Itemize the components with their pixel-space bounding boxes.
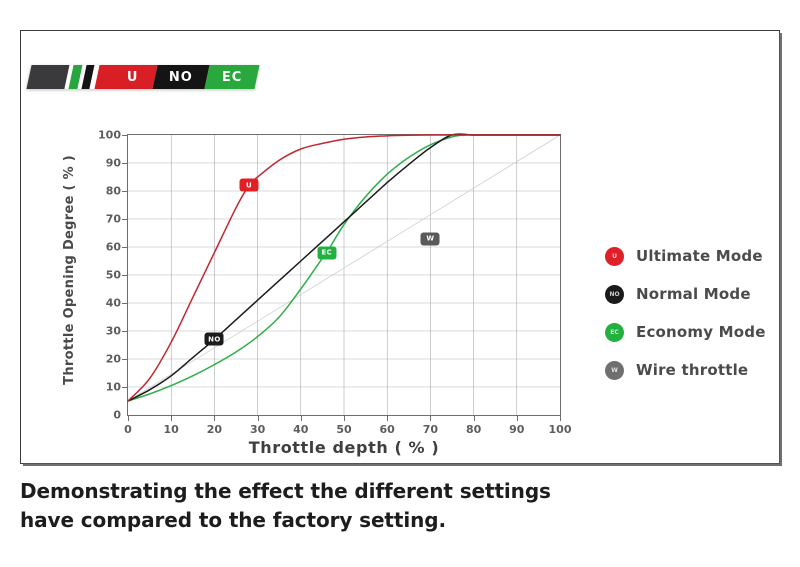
x-tick-label: 80: [465, 423, 482, 436]
x-tick-mark: [257, 415, 259, 421]
banner-text-black2: NO: [169, 69, 193, 85]
y-tick-label: 10: [105, 380, 121, 394]
legend-marker-economy-icon: EC: [605, 322, 624, 342]
y-tick-label: 60: [105, 240, 121, 254]
legend-label-ultimate: Ultimate Mode: [636, 247, 763, 265]
y-tick-mark: [122, 191, 128, 192]
chart-legend: U Ultimate Mode NO Normal Mode EC Economy Mod…: [605, 237, 785, 389]
curve-badge-no: NO: [204, 332, 224, 346]
x-tick-mark: [344, 415, 345, 421]
x-tick-label: 0: [124, 423, 132, 436]
legend-item-economy[interactable]: EC Economy Mode: [605, 313, 785, 351]
x-tick-label: 100: [548, 423, 572, 436]
banner-text-red: U: [127, 69, 139, 85]
y-tick-mark: [122, 163, 128, 164]
x-tick-label: 20: [206, 423, 223, 436]
x-tick-label: 40: [293, 423, 309, 436]
series-line-ultimate-mode: [128, 135, 560, 401]
banner-segment-black2: NO: [152, 65, 210, 89]
legend-marker-ultimate-icon: U: [605, 246, 624, 266]
legend-label-economy: Economy Mode: [636, 323, 766, 341]
x-axis-title: Throttle depth ( % ): [248, 438, 440, 457]
legend-marker-wire-icon: W: [605, 360, 624, 380]
y-tick-label: 50: [105, 268, 121, 282]
y-tick-label: 80: [105, 184, 121, 198]
y-tick-mark: [122, 387, 128, 388]
brand-banner: U NO EC: [26, 65, 260, 89]
y-tick-mark: [122, 247, 128, 248]
legend-label-wire: Wire throttle: [636, 361, 749, 379]
banner-text-green2: EC: [221, 69, 243, 85]
x-tick-label: 30: [249, 423, 266, 436]
x-tick-mark: [387, 415, 389, 421]
curve-badge-ec: EC: [317, 246, 337, 260]
y-tick-label: 30: [105, 324, 121, 338]
y-tick-label: 90: [105, 156, 121, 170]
figure-card: U NO EC Throttle Opening Degree ( % ) 0 10 2…: [20, 30, 782, 466]
banner-segment-dark: [26, 65, 70, 89]
x-tick-mark: [473, 415, 475, 421]
y-tick-mark: [122, 135, 128, 136]
y-tick-mark: [122, 219, 128, 220]
y-tick-label: 0: [113, 408, 121, 422]
x-tick-label: 70: [422, 423, 439, 436]
x-tick-mark: [171, 415, 173, 421]
x-tick-label: 90: [509, 423, 525, 436]
y-axis-title-label: Throttle Opening Degree ( % ): [61, 155, 77, 385]
x-tick-label: 50: [336, 423, 352, 436]
legend-label-normal: Normal Mode: [636, 285, 751, 303]
x-tick-mark: [128, 415, 129, 421]
x-tick-label: 10: [163, 423, 179, 436]
y-tick-label: 20: [105, 352, 121, 366]
y-tick-mark: [122, 331, 128, 332]
y-tick-label: 40: [105, 296, 121, 310]
series-lines: [128, 135, 560, 415]
curve-badge-u: U: [239, 178, 259, 192]
x-tick-mark: [300, 415, 302, 421]
banner-segment-red: U: [94, 65, 158, 89]
y-tick-label: 100: [98, 128, 121, 142]
legend-item-wire[interactable]: W Wire throttle: [605, 351, 785, 389]
figure-caption: Demonstrating the effect the different s…: [20, 477, 620, 535]
x-tick-mark: [516, 415, 518, 421]
caption-line-1: Demonstrating the effect the different s…: [20, 479, 551, 503]
banner-segment-green2: EC: [204, 65, 260, 89]
y-tick-mark: [122, 359, 128, 360]
y-tick-mark: [122, 303, 128, 304]
x-tick-mark: [214, 415, 216, 421]
curve-badge-w: W: [420, 232, 440, 246]
x-tick-mark: [560, 415, 561, 421]
plot-area: 0 10 20 30 40 50 60 70 80 90 100 0 10 20 30 40 50 60 70 80 9…: [98, 129, 571, 437]
y-tick-label: 70: [105, 212, 121, 226]
legend-item-ultimate[interactable]: U Ultimate Mode: [605, 237, 785, 275]
series-line-wire-throttle: [128, 135, 560, 401]
x-tick-mark: [430, 415, 432, 421]
caption-line-2: have compared to the factory setting.: [20, 508, 446, 532]
legend-marker-normal-icon: NO: [605, 284, 624, 304]
y-axis-title: Throttle Opening Degree ( % ): [57, 140, 81, 400]
y-tick-mark: [122, 275, 128, 276]
legend-item-normal[interactable]: NO Normal Mode: [605, 275, 785, 313]
chart-block: Throttle Opening Degree ( % ) 0 10 20 30 40 5…: [51, 116, 591, 458]
x-tick-label: 60: [379, 423, 395, 436]
